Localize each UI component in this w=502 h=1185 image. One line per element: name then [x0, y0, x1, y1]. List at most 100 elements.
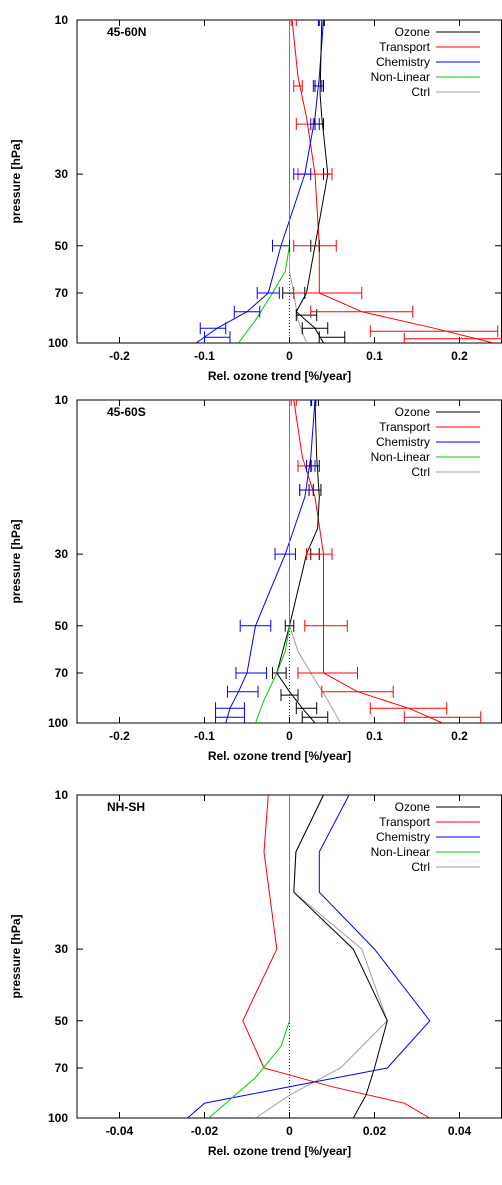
x-tick-label: 0.04: [448, 1124, 472, 1138]
legend-label: Chemistry: [376, 435, 430, 449]
errorbar-chemistry: [310, 400, 317, 406]
errorbar-chemistry: [233, 305, 261, 318]
x-axis-label: Rel. ozone trend [%/year]: [208, 749, 351, 763]
errorbar-chemistry: [235, 666, 268, 679]
errorbar-transport: [293, 79, 303, 92]
panel-label: 45-60S: [107, 405, 146, 419]
x-tick-label: 0.2: [451, 349, 468, 363]
legend-label: Ctrl: [411, 85, 430, 99]
errorbar-transport: [321, 685, 394, 698]
y-axis-label: pressure [hPa]: [9, 914, 23, 998]
errorbar-transport: [369, 325, 499, 338]
errorbar-transport: [369, 702, 448, 715]
errorbar-chemistry: [310, 118, 320, 131]
series-line-ozone: [293, 795, 388, 1118]
errorbar-ozone: [301, 322, 329, 335]
series-line-non-linear: [238, 20, 290, 343]
series-line-non-linear: [208, 795, 290, 1118]
errorbar-transport: [304, 619, 348, 632]
errorbar-chemistry: [274, 548, 296, 561]
y-tick-label: 70: [55, 666, 69, 680]
legend-label: Transport: [379, 815, 431, 829]
legend-label: Chemistry: [376, 55, 430, 69]
panel-label: NH-SH: [107, 800, 145, 814]
legend-label: Non-Linear: [371, 70, 430, 84]
series-line-non-linear: [255, 400, 290, 723]
legend-label: Ozone: [395, 800, 431, 814]
panel-label: 45-60N: [107, 25, 146, 39]
chart-45-60n: -0.2 -0.1 0 0.1 0.2 10 30 50 70 100 Rel. ozone tre…: [9, 13, 502, 383]
x-tick-label: -0.04: [106, 1124, 134, 1138]
legend-label: Chemistry: [376, 830, 430, 844]
errorbar-transport: [293, 239, 337, 252]
errorbar-chemistry: [306, 459, 316, 472]
x-tick-label: -0.1: [194, 729, 215, 743]
errorbar-ozone: [311, 400, 319, 406]
x-tick-label: 0.1: [366, 729, 383, 743]
errorbar-ozone: [284, 619, 295, 632]
errorbar-ozone: [318, 20, 325, 26]
errorbar-ozone: [318, 331, 346, 343]
x-axis-label: Rel. ozone trend [%/year]: [208, 1144, 351, 1158]
legend-label: Ozone: [395, 25, 431, 39]
series-line-ctrl: [289, 20, 307, 343]
x-tick-label: -0.2: [109, 349, 130, 363]
y-tick-label: 50: [55, 619, 69, 633]
errorbar-chemistry: [272, 239, 290, 252]
y-tick-label: 30: [55, 547, 69, 561]
y-tick-label: 30: [55, 167, 69, 181]
x-tick-label: 0.02: [363, 1124, 387, 1138]
legend-label: Transport: [379, 40, 431, 54]
chart-45-60s: -0.2 -0.1 0 0.1 0.2 10 30 50 70 100 Rel. ozone tre…: [9, 393, 502, 763]
errorbar-ozone: [295, 702, 318, 715]
legend-label: Ctrl: [411, 860, 430, 874]
errorbar-transport: [403, 332, 502, 343]
errorbar-transport: [306, 548, 333, 561]
y-axis-label: pressure [hPa]: [9, 519, 23, 603]
y-tick-label: 10: [55, 393, 69, 407]
series-line-ctrl: [255, 795, 388, 1118]
errorbar-chemistry: [215, 702, 245, 715]
errorbar-chemistry: [256, 286, 280, 299]
y-axis-label: pressure [hPa]: [9, 139, 23, 223]
errorbar-ozone: [295, 309, 318, 322]
errorbar-transport: [290, 400, 297, 406]
y-tick-label: 100: [48, 336, 68, 350]
series-line-chemistry: [225, 400, 316, 723]
errorbar-ozone: [272, 666, 287, 679]
y-tick-label: 10: [55, 13, 69, 27]
x-axis-label: Rel. ozone trend [%/year]: [208, 369, 351, 383]
errorbar-chemistry: [204, 331, 231, 343]
errorbar-chemistry: [239, 619, 272, 632]
errorbar-chemistry: [199, 322, 227, 335]
legend-label: Ctrl: [411, 465, 430, 479]
x-tick-label: 0: [286, 1124, 293, 1138]
x-tick-label: -0.2: [109, 729, 130, 743]
x-tick-label: 0.1: [366, 349, 383, 363]
y-tick-label: 50: [55, 239, 69, 253]
legend-label: Ozone: [395, 405, 431, 419]
errorbar-chemistry: [312, 79, 323, 92]
errorbar-chemistry: [317, 20, 324, 26]
chart-nh-sh: -0.04 -0.02 0 0.02 0.04 10 30 50 70 100 Rel. ozone…: [9, 788, 502, 1158]
x-tick-label: 0.2: [451, 729, 468, 743]
legend-label: Non-Linear: [371, 450, 430, 464]
legend-label: Non-Linear: [371, 845, 430, 859]
errorbar-transport: [297, 666, 358, 679]
errorbar-chemistry: [293, 168, 312, 181]
series-line-ozone: [276, 400, 320, 723]
errorbar-chemistry: [299, 484, 314, 497]
x-tick-label: -0.02: [191, 1124, 219, 1138]
errorbar-chemistry: [215, 711, 245, 723]
y-tick-label: 30: [55, 942, 69, 956]
errorbar-transport: [293, 286, 363, 299]
series-line-ctrl: [289, 400, 341, 723]
x-tick-label: -0.1: [194, 349, 215, 363]
errorbar-chemistry: [226, 685, 259, 698]
y-tick-label: 50: [55, 1014, 69, 1028]
errorbar-transport: [310, 305, 414, 318]
series-line-ozone: [295, 20, 329, 343]
